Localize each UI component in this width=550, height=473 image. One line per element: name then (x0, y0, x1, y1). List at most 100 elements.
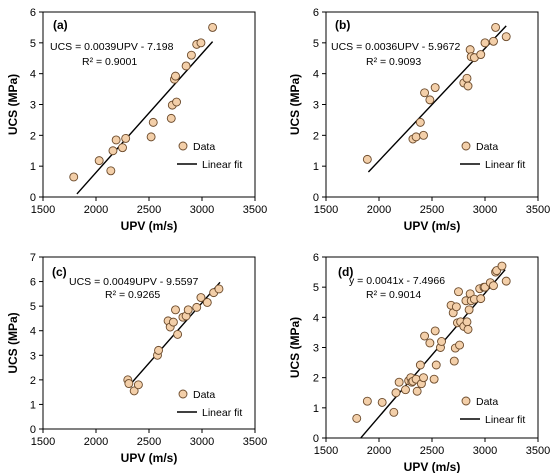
data-point (419, 130, 428, 140)
data-point (121, 133, 131, 143)
y-tick-label: 2 (30, 375, 36, 387)
data-point (454, 287, 463, 297)
data-point (476, 50, 486, 59)
data-point (501, 276, 511, 286)
y-axis-label: UCS (MPa) (6, 312, 20, 373)
data-point (133, 380, 143, 390)
y-tick-label: 4 (313, 312, 319, 324)
data-point (377, 397, 387, 407)
data-point (425, 338, 435, 348)
data-point (186, 50, 196, 60)
y-tick-label: 1 (313, 161, 319, 173)
fit-r-squared: R² = 0.9265 (105, 289, 160, 301)
data-point (111, 135, 121, 145)
data-point (94, 156, 104, 166)
data-point (192, 302, 202, 312)
legend-label-fit: Linear fit (485, 159, 525, 171)
legend-label-data: Data (193, 389, 215, 401)
legend-label-fit: Linear fit (485, 414, 525, 426)
data-point (476, 294, 486, 304)
data-point (391, 388, 401, 398)
fit-r-squared: R² = 0.9001 (82, 56, 137, 68)
y-tick-label: 4 (30, 69, 36, 81)
fit-equation: y = 0.0041x - 7.4966 (349, 275, 445, 287)
data-point (362, 154, 372, 164)
x-tick-label: 1500 (31, 436, 55, 448)
y-axis-label: UCS (MPa) (288, 317, 302, 378)
chart-panel-4: 1500 2000 2500 3000 3500 0 1 2 3 4 5 6 UPV (m/s) UCS … (288, 252, 550, 473)
x-tick-label: 3500 (526, 445, 550, 457)
data-point (172, 97, 182, 107)
y-tick-label: 5 (313, 282, 319, 294)
data-point (437, 337, 446, 346)
data-point (463, 81, 473, 91)
data-point (462, 317, 472, 327)
y-axis-label: UCS (MPa) (6, 74, 20, 135)
data-point (171, 71, 180, 81)
data-point (411, 132, 421, 142)
data-point (430, 83, 440, 92)
chart-panel-2: 1500 2000 2500 3000 3500 0 1 2 3 4 5 6 UPV (m/s) UCS … (288, 7, 550, 233)
x-axis-label: UPV (m/s) (121, 219, 178, 233)
x-tick-label: 2000 (367, 204, 391, 216)
x-tick-label: 3500 (243, 436, 267, 448)
x-tick-label: 2000 (84, 436, 108, 448)
data-point (415, 117, 425, 127)
data-point (501, 32, 511, 42)
data-point (118, 143, 127, 153)
data-point (166, 113, 176, 123)
legend-label-data: Data (476, 396, 498, 408)
data-point (455, 340, 465, 350)
x-tick-label: 2500 (420, 445, 444, 457)
data-point (462, 73, 472, 83)
fit-equation: UCS = 0.0039UPV - 7.198 (50, 41, 174, 53)
y-tick-label: 6 (30, 277, 36, 289)
data-point (420, 331, 430, 341)
data-point (196, 38, 206, 48)
data-point (148, 117, 158, 127)
x-tick-label: 3000 (190, 204, 214, 216)
x-tick-label: 2500 (137, 436, 161, 448)
data-point (394, 377, 404, 387)
legend-label-fit: Linear fit (202, 159, 242, 171)
legend-marker-data (178, 389, 188, 399)
legend-label-data: Data (193, 141, 215, 153)
data-point (430, 326, 440, 336)
x-tick-label: 3000 (473, 445, 497, 457)
y-tick-label: 5 (313, 38, 319, 50)
y-tick-label: 0 (30, 192, 36, 204)
y-tick-label: 4 (30, 326, 36, 338)
y-tick-label: 5 (30, 38, 36, 50)
x-tick-label: 2000 (367, 445, 391, 457)
legend-label-data: Data (476, 141, 498, 153)
y-tick-label: 5 (30, 301, 36, 313)
y-tick-label: 6 (313, 7, 319, 19)
panel-label: (a) (53, 18, 68, 32)
data-point (497, 261, 507, 271)
data-point (181, 61, 191, 71)
legend-marker-data (178, 141, 188, 151)
y-tick-label: 7 (30, 252, 36, 264)
panel-label: (b) (335, 18, 350, 32)
data-point (389, 407, 399, 417)
data-point (489, 36, 498, 46)
data-point (168, 317, 178, 327)
y-tick-label: 1 (30, 161, 36, 173)
y-tick-label: 6 (313, 252, 319, 264)
y-tick-label: 1 (30, 399, 36, 411)
fit-r-squared: R² = 0.9014 (366, 289, 421, 301)
y-tick-label: 3 (313, 343, 319, 355)
data-point (412, 386, 422, 396)
data-point (451, 302, 461, 312)
data-point (489, 281, 498, 291)
data-point (352, 413, 362, 423)
x-tick-label: 3500 (243, 204, 267, 216)
data-point (480, 38, 490, 48)
linear-fit-line (367, 25, 507, 173)
data-point (106, 166, 116, 176)
chart-panel-3: 1500 2000 2500 3000 3500 0 1 2 3 4 5 6 7 UPV (m/s) UCS… (6, 252, 267, 465)
x-axis-label: UPV (m/s) (121, 451, 178, 465)
fit-equation: UCS = 0.0049UPV - 9.5597 (69, 276, 198, 288)
data-point (124, 379, 134, 388)
